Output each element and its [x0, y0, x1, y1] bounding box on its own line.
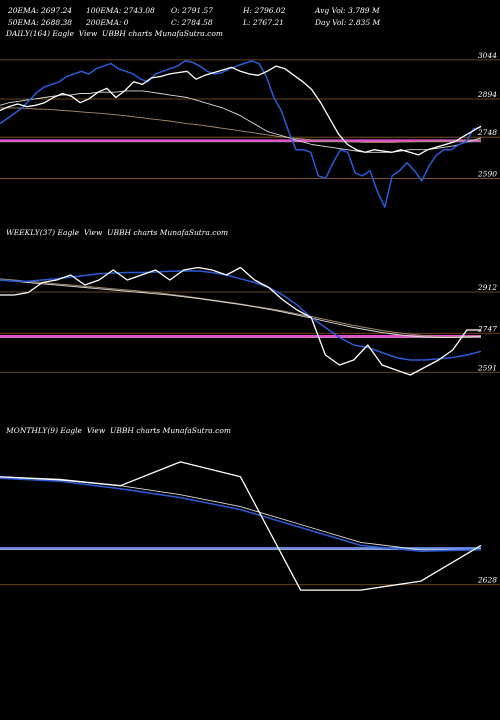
- monthly-series-0: [0, 461, 482, 591]
- high-label: H: 2796.02: [243, 6, 286, 15]
- weekly-series-1: [0, 270, 482, 361]
- weekly-tick-label-2: 2591: [477, 363, 497, 372]
- daily-series-1: [0, 60, 482, 208]
- weekly-series-3: [0, 278, 482, 338]
- daily-series-2: [0, 90, 482, 153]
- monthly-tick-label-0: 2628: [477, 576, 497, 585]
- ema50-label: 50EMA: 2688.38: [8, 18, 73, 27]
- monthly-series-1: [0, 477, 482, 553]
- avg-vol-label: Avg Vol: 3.789 M: [315, 6, 380, 15]
- daily-panel-title: DAILY(164) Eagle View UBBH charts Munafa…: [6, 29, 223, 38]
- ema100-label: 100EMA: 2743.08: [86, 6, 155, 15]
- ema20-label: 20EMA: 2697.24: [8, 6, 73, 15]
- daily-tick-label-3: 2590: [477, 169, 497, 178]
- weekly-panel-title: WEEKLY(37) Eagle View UBBH charts Munafa…: [6, 228, 229, 237]
- weekly-tick-label-0: 2912: [477, 283, 497, 292]
- open-label: O: 2791.57: [171, 6, 214, 15]
- close-label: C: 2784.58: [171, 18, 213, 27]
- low-label: L: 2767.21: [243, 18, 284, 27]
- ema200-label: 200EMA: 0: [86, 18, 129, 27]
- daily-series-0: [0, 65, 482, 156]
- weekly-series-2: [0, 279, 482, 338]
- header-row-1: 20EMA: 2697.24 100EMA: 2743.08 O: 2791.5…: [8, 6, 498, 16]
- monthly-panel-title: MONTHLY(9) Eagle View UBBH charts Munafa…: [6, 426, 231, 435]
- header-row-2: 50EMA: 2688.38 200EMA: 0 C: 2784.58 L: 2…: [8, 18, 498, 28]
- daily-tick-label-2: 2748: [477, 128, 497, 137]
- daily-tick-label-1: 2894: [477, 90, 497, 99]
- weekly-tick-label-1: 2747: [477, 324, 497, 333]
- weekly-series-0: [0, 266, 481, 376]
- day-vol-label: Day Vol: 2.835 M: [315, 18, 381, 27]
- daily-series-3: [0, 107, 482, 143]
- daily-tick-label-0: 3044: [478, 51, 497, 60]
- monthly-series-2: [0, 476, 481, 551]
